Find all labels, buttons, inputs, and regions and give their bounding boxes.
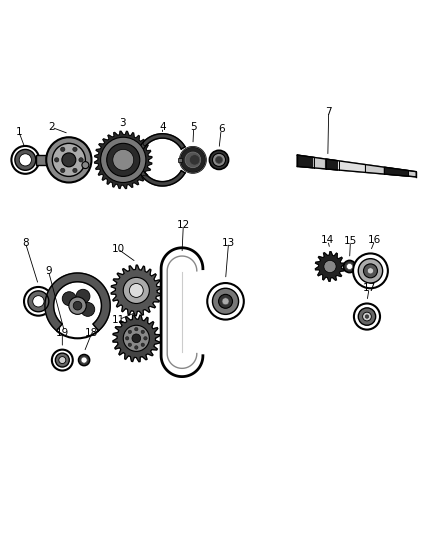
Polygon shape [45,273,110,330]
Polygon shape [111,265,162,316]
Circle shape [324,261,336,272]
Circle shape [346,263,353,270]
Circle shape [189,155,200,165]
Circle shape [62,292,76,305]
Circle shape [107,143,140,176]
Circle shape [81,357,87,363]
Circle shape [52,350,73,370]
Circle shape [128,343,131,346]
Circle shape [60,168,65,173]
Circle shape [69,297,86,314]
Text: 10: 10 [111,244,124,254]
Text: 1: 1 [15,126,22,136]
Circle shape [46,137,92,182]
Circle shape [82,161,89,168]
Text: 17: 17 [363,283,376,293]
Circle shape [55,353,69,367]
Circle shape [215,156,223,163]
Text: 8: 8 [22,238,28,247]
Circle shape [101,137,146,182]
Text: 6: 6 [218,124,225,134]
Polygon shape [314,157,325,169]
Circle shape [125,336,129,340]
Circle shape [24,287,53,316]
Circle shape [364,264,378,278]
Polygon shape [136,134,185,186]
Circle shape [358,308,376,325]
Circle shape [212,154,226,166]
Circle shape [358,259,383,283]
Circle shape [141,330,145,334]
Circle shape [209,150,229,169]
Circle shape [62,153,76,167]
Polygon shape [315,252,345,281]
Circle shape [129,284,143,297]
Polygon shape [113,315,160,362]
Circle shape [134,327,138,331]
Circle shape [180,147,206,173]
Polygon shape [297,155,314,168]
Circle shape [73,147,77,151]
Circle shape [79,158,83,162]
Circle shape [76,289,90,303]
Circle shape [212,288,239,314]
Circle shape [353,254,388,288]
Text: 12: 12 [177,220,190,230]
Circle shape [113,149,134,171]
Circle shape [128,330,131,334]
Text: 9: 9 [45,266,52,276]
Polygon shape [339,161,365,172]
Text: 18: 18 [85,328,99,337]
Circle shape [11,146,39,174]
Polygon shape [365,165,385,174]
Circle shape [28,291,49,312]
Polygon shape [161,248,203,377]
Text: 2: 2 [48,122,55,132]
Circle shape [219,294,233,308]
Polygon shape [95,131,152,189]
Polygon shape [167,256,197,368]
Text: 7: 7 [325,107,332,117]
Circle shape [363,312,371,321]
Circle shape [59,357,66,364]
Circle shape [222,298,229,305]
Circle shape [52,143,85,176]
Text: 15: 15 [344,236,357,246]
Circle shape [123,277,149,303]
Text: 3: 3 [119,118,126,128]
Circle shape [367,268,374,274]
Text: 13: 13 [222,238,235,247]
Circle shape [354,303,380,329]
Circle shape [185,152,201,168]
Bar [178,158,183,161]
Circle shape [78,354,90,366]
Polygon shape [325,159,339,170]
Circle shape [53,152,69,168]
Circle shape [19,154,32,166]
Circle shape [73,168,77,173]
Circle shape [33,296,44,307]
Circle shape [365,315,369,318]
Circle shape [144,336,147,340]
Circle shape [343,261,356,272]
Circle shape [132,334,141,343]
Circle shape [73,301,82,310]
Circle shape [207,283,244,320]
Text: 5: 5 [191,122,197,132]
Circle shape [134,346,138,349]
Circle shape [141,343,145,346]
Text: 4: 4 [159,122,166,132]
Text: 16: 16 [368,236,381,245]
Polygon shape [385,167,408,176]
Polygon shape [297,155,416,177]
Circle shape [60,147,65,151]
Circle shape [81,302,95,317]
Bar [36,155,64,165]
Text: 14: 14 [321,236,335,245]
Text: 19: 19 [56,328,69,337]
Circle shape [15,149,36,171]
Circle shape [54,158,59,162]
Circle shape [123,325,149,351]
Text: 11: 11 [112,314,126,325]
